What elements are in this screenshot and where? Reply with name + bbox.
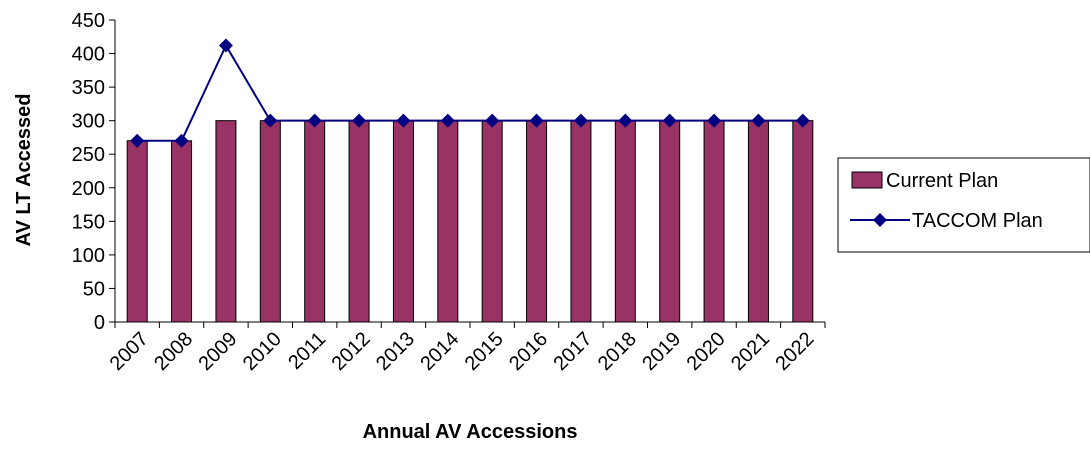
point-taccom-plan — [618, 113, 633, 128]
y-tick-label: 300 — [72, 111, 105, 133]
legend-label-current-plan: Current Plan — [886, 170, 998, 192]
y-tick-label: 50 — [83, 278, 105, 300]
point-taccom-plan — [573, 113, 588, 128]
x-tick-label: 2013 — [372, 328, 419, 375]
line-series — [130, 38, 810, 148]
point-taccom-plan — [440, 113, 455, 128]
x-tick-label: 2014 — [416, 328, 463, 375]
y-tick-label: 200 — [72, 178, 105, 200]
point-taccom-plan — [529, 113, 544, 128]
y-tick-label: 350 — [72, 77, 105, 99]
x-tick-label: 2020 — [683, 328, 730, 375]
x-tick-label: 2008 — [150, 328, 197, 375]
y-tick-label: 0 — [94, 312, 105, 334]
y-tick-label: 400 — [72, 44, 105, 66]
bar-current-plan — [215, 120, 237, 323]
bar-current-plan — [259, 120, 281, 323]
point-taccom-plan — [130, 133, 145, 148]
x-axis-title: Annual AV Accessions — [363, 421, 578, 443]
bar-current-plan — [171, 140, 193, 323]
bar-current-plan — [392, 120, 414, 323]
bar-current-plan — [747, 120, 769, 323]
x-tick-label: 2011 — [284, 328, 330, 374]
bar-current-plan — [437, 120, 459, 323]
bar-current-plan — [792, 120, 814, 323]
x-tick-label: 2015 — [461, 328, 508, 375]
point-taccom-plan — [485, 113, 500, 128]
legend-marker-taccom-plan — [873, 213, 887, 227]
bar-current-plan — [703, 120, 725, 323]
legend: Current Plan TACCOM Plan — [837, 157, 1090, 253]
bar-series — [126, 120, 814, 323]
legend-swatch-current-plan — [851, 171, 883, 189]
x-tick-label: 2007 — [106, 328, 153, 375]
x-tick-label: 2017 — [549, 328, 596, 375]
point-taccom-plan — [751, 113, 766, 128]
y-axis-ticks: 0 50 100 150 200 250 300 350 400 450 — [72, 10, 115, 334]
point-taccom-plan — [352, 113, 367, 128]
y-tick-label: 250 — [72, 144, 105, 166]
x-tick-label: 2016 — [505, 328, 552, 375]
point-taccom-plan — [795, 113, 810, 128]
y-tick-label: 450 — [72, 10, 105, 32]
bar-current-plan — [304, 120, 326, 323]
x-tick-label: 2019 — [638, 328, 685, 375]
x-tick-label: 2021 — [727, 328, 774, 375]
point-taccom-plan — [263, 113, 278, 128]
point-taccom-plan — [707, 113, 722, 128]
bar-current-plan — [570, 120, 592, 323]
legend-label-taccom-plan: TACCOM Plan — [912, 210, 1043, 232]
line-taccom-plan — [137, 43, 803, 142]
x-tick-label: 2010 — [239, 328, 286, 375]
x-tick-label: 2012 — [328, 328, 375, 375]
bar-current-plan — [348, 120, 370, 323]
point-taccom-plan — [218, 38, 233, 53]
point-taccom-plan — [662, 113, 677, 128]
x-tick-label: 2022 — [771, 328, 818, 375]
bar-current-plan — [659, 120, 681, 323]
x-tick-label: 2018 — [594, 328, 641, 375]
x-axis-ticks: 2007200820092010201120122013201420152016… — [106, 322, 826, 375]
y-axis-title: AV LT Accessed — [13, 93, 35, 246]
bar-current-plan — [614, 120, 636, 323]
point-taccom-plan — [174, 133, 189, 148]
point-taccom-plan — [307, 113, 322, 128]
point-taccom-plan — [396, 113, 411, 128]
bar-current-plan — [481, 120, 503, 323]
bar-current-plan — [526, 120, 548, 323]
bar-current-plan — [126, 140, 148, 323]
y-tick-label: 100 — [72, 245, 105, 267]
y-tick-label: 150 — [72, 211, 105, 233]
x-tick-label: 2009 — [194, 328, 241, 375]
